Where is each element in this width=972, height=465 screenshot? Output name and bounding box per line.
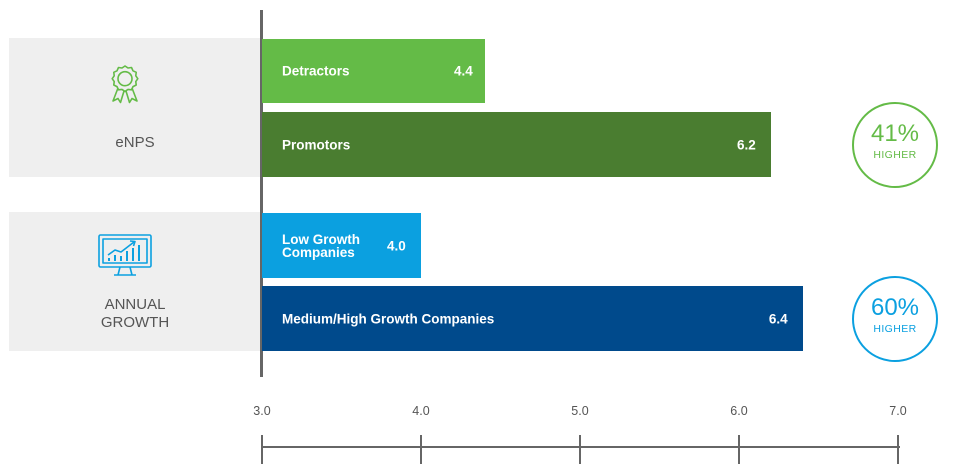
x-tick-label: 6.0 [730, 404, 748, 418]
x-axis-tick [420, 435, 422, 464]
bar-label: Detractors [282, 63, 350, 79]
bar-detractors: Detractors 4.4 [262, 39, 485, 103]
enps-group-label: eNPS [115, 134, 155, 151]
badge-percent: 60% [870, 294, 920, 321]
annual-growth-group-label: ANNUAL GROWTH [100, 296, 170, 331]
vertical-baseline [260, 10, 263, 377]
bar-medium-high-growth-companies: Medium/High Growth Companies 6.4 [262, 286, 803, 351]
enps-group-panel [9, 38, 261, 177]
award-ribbon-icon [111, 65, 139, 104]
x-axis-tick [579, 435, 581, 464]
bar-value: 4.4 [454, 63, 473, 79]
x-tick-label: 4.0 [412, 404, 430, 418]
enps-percent-higher-badge: 41% HIGHER [852, 102, 938, 188]
bar-label: Low Growth Companies [282, 231, 360, 260]
bar-value: 4.0 [387, 238, 406, 253]
bar-promotors: Promotors 6.2 [262, 112, 771, 177]
badge-text: HIGHER [873, 323, 917, 335]
x-tick-label: 7.0 [889, 404, 907, 418]
growth-chart-monitor-icon [98, 234, 152, 276]
bar-value: 6.4 [768, 311, 788, 326]
badge-percent: 41% [870, 120, 920, 147]
x-axis-tick [261, 435, 263, 464]
bar-label: Medium/High Growth Companies [282, 311, 495, 326]
badge-text: HIGHER [873, 149, 917, 161]
x-tick-label: 5.0 [571, 404, 589, 418]
bar-value: 6.2 [737, 137, 756, 152]
x-axis-tick [738, 435, 740, 464]
bar-label: Promotors [282, 137, 351, 152]
x-axis-tick [897, 435, 899, 464]
growth-percent-higher-badge: 60% HIGHER [852, 276, 938, 362]
bar-low-growth-companies: Low Growth Companies 4.0 [262, 213, 421, 278]
x-tick-label: 3.0 [253, 404, 271, 418]
